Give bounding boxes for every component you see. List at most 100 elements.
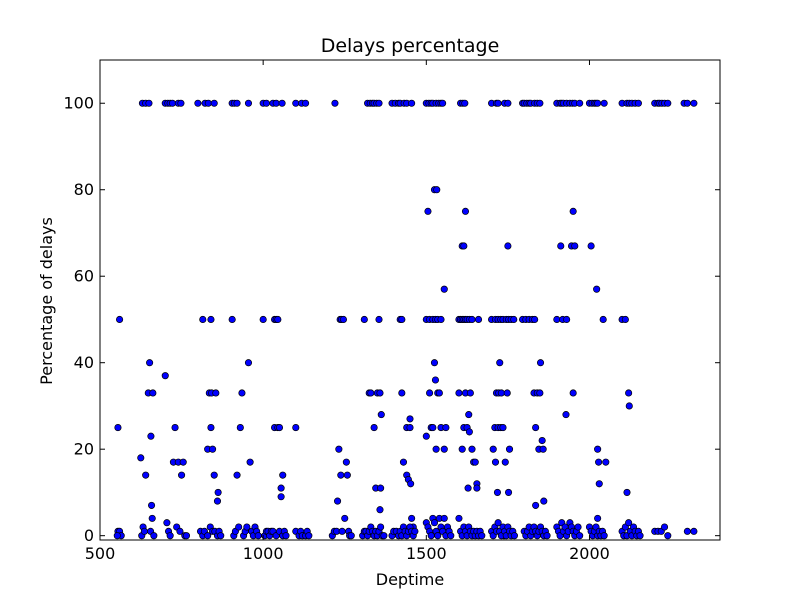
data-point	[168, 99, 176, 107]
y-tick-label: 20	[74, 440, 94, 459]
data-point	[209, 445, 217, 453]
data-point	[213, 497, 222, 505]
data-point	[375, 315, 383, 324]
data-point	[274, 315, 282, 324]
data-point	[503, 389, 511, 397]
data-point	[543, 532, 551, 540]
data-point	[194, 99, 202, 107]
data-point	[282, 532, 290, 540]
data-point	[594, 445, 602, 453]
data-point	[279, 471, 287, 479]
data-point	[429, 424, 437, 432]
data-point	[376, 389, 384, 397]
data-point	[468, 445, 476, 453]
data-point	[557, 242, 565, 250]
data-point	[539, 445, 547, 453]
data-point	[375, 99, 383, 107]
data-point	[210, 99, 218, 107]
data-point	[466, 389, 474, 397]
data-point	[116, 315, 124, 324]
data-point	[491, 458, 500, 466]
data-point	[574, 523, 582, 531]
data-point	[343, 471, 351, 479]
data-point	[625, 389, 633, 397]
data-point	[636, 532, 644, 540]
data-point	[494, 519, 502, 527]
data-point	[398, 315, 406, 324]
data-point	[563, 315, 571, 324]
data-point	[331, 99, 339, 107]
data-point	[455, 514, 463, 522]
data-point	[465, 411, 473, 419]
data-point	[334, 497, 342, 505]
data-point	[335, 445, 343, 453]
chart-title: Delays percentage	[321, 35, 500, 57]
data-point	[430, 359, 439, 367]
data-point	[664, 99, 672, 107]
data-point	[272, 99, 280, 107]
data-point	[377, 484, 385, 492]
data-point	[623, 488, 631, 496]
data-point	[600, 99, 608, 107]
data-point	[166, 532, 174, 540]
data-point	[161, 372, 169, 380]
data-point	[536, 359, 545, 367]
data-point	[430, 519, 439, 527]
data-point	[532, 424, 540, 432]
data-point	[398, 389, 406, 397]
data-point	[204, 532, 212, 540]
data-point	[426, 389, 434, 397]
data-point	[347, 532, 355, 540]
data-point	[569, 207, 577, 215]
data-point	[434, 532, 442, 540]
data-point	[571, 242, 579, 250]
data-point	[569, 389, 577, 397]
data-point	[204, 99, 212, 107]
data-point	[683, 99, 691, 107]
data-point	[422, 432, 430, 440]
data-point	[593, 285, 601, 293]
data-point	[664, 532, 672, 540]
data-point	[278, 99, 286, 107]
data-point	[408, 514, 416, 522]
data-point	[149, 389, 157, 397]
data-point	[148, 514, 156, 522]
axis-ticks: 500 1000 1500 2000 0 20 40 60 80 100	[63, 60, 720, 563]
data-point	[142, 471, 150, 479]
data-point	[137, 454, 145, 462]
data-point	[473, 484, 481, 492]
data-point	[337, 471, 345, 479]
data-point	[587, 242, 595, 250]
data-point	[360, 315, 368, 324]
data-point	[538, 436, 546, 445]
data-point	[148, 501, 156, 509]
data-point	[406, 424, 414, 432]
data-point	[207, 315, 215, 324]
data-point	[595, 480, 603, 488]
data-point	[277, 484, 285, 492]
data-point	[690, 527, 698, 535]
data-point	[424, 207, 432, 215]
data-point	[634, 99, 642, 107]
data-point	[277, 493, 285, 501]
data-point	[235, 523, 243, 531]
data-point	[621, 315, 629, 324]
data-point	[339, 315, 347, 324]
data-point	[212, 389, 220, 397]
data-point	[504, 488, 513, 496]
data-point	[504, 242, 512, 250]
data-point	[406, 415, 414, 423]
data-point	[176, 527, 184, 535]
data-point	[494, 99, 502, 107]
data-point	[660, 523, 669, 531]
data-point	[254, 532, 262, 540]
data-point	[458, 445, 466, 453]
data-point	[440, 445, 448, 453]
data-point	[505, 445, 514, 453]
data-point	[540, 497, 548, 505]
data-point	[536, 389, 544, 397]
data-point	[553, 315, 561, 324]
data-point	[474, 315, 483, 324]
